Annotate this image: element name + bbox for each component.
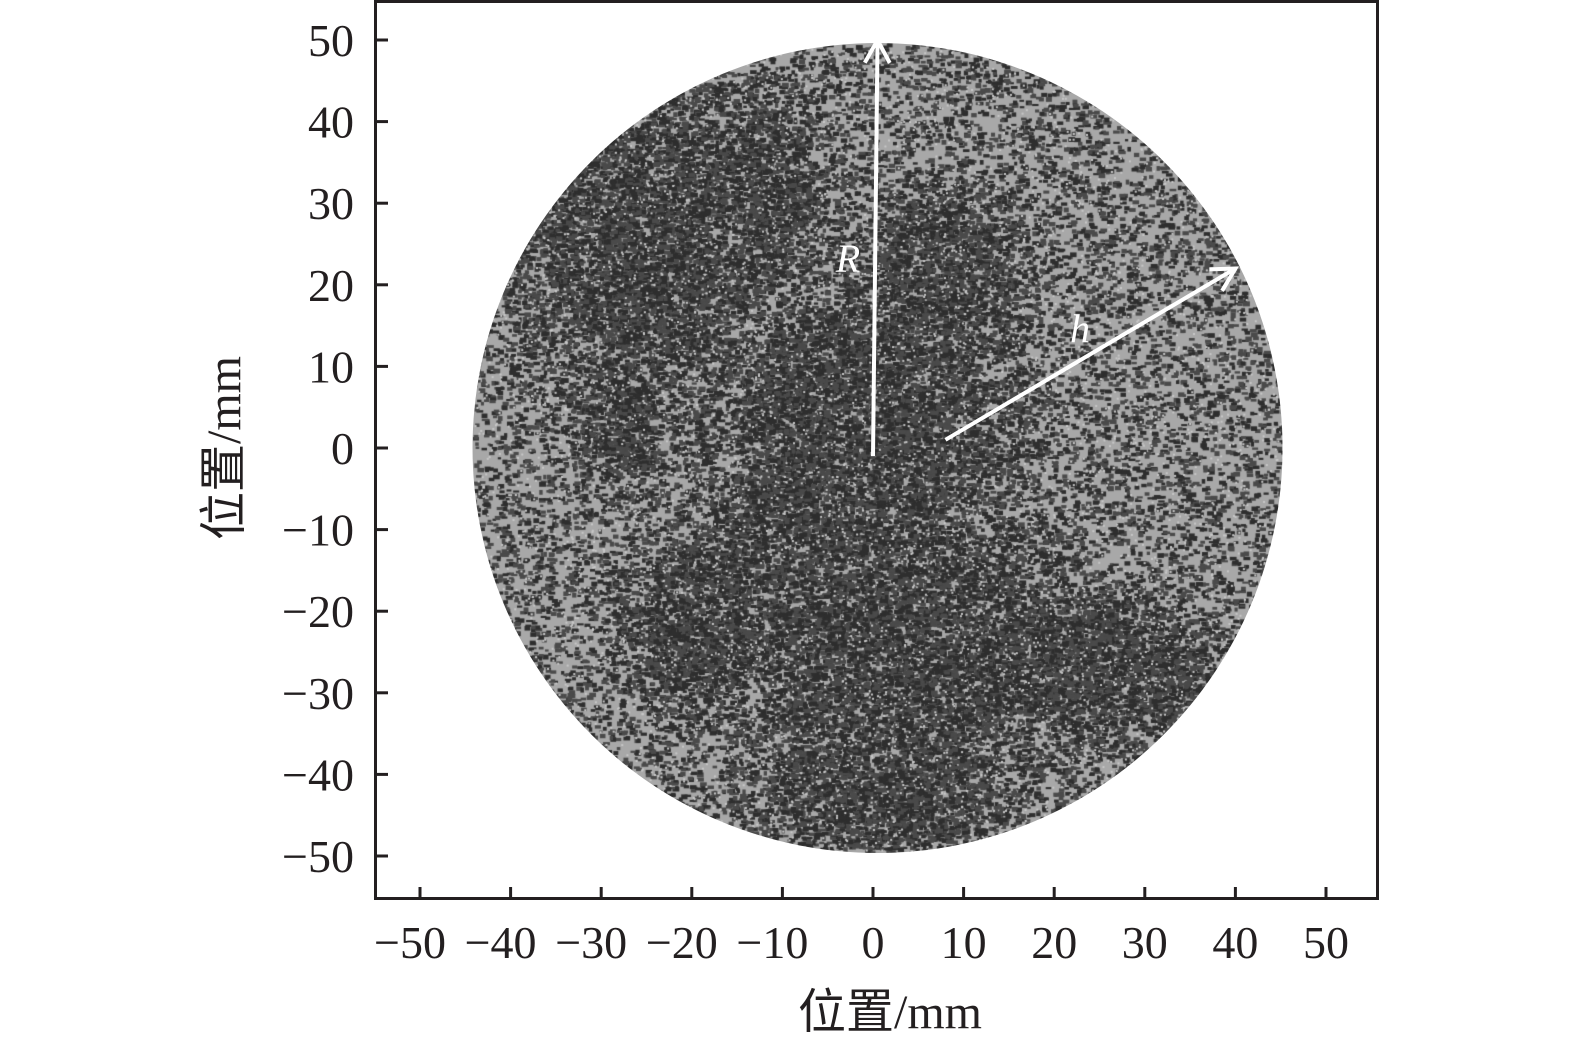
x-tick-label: −10 bbox=[736, 917, 808, 968]
y-axis-label: 位置/mm bbox=[198, 356, 251, 540]
x-tick-label: 0 bbox=[862, 917, 885, 968]
arrowhead-h bbox=[1209, 266, 1239, 292]
x-tick-label: 30 bbox=[1122, 917, 1168, 968]
x-tick-label: −30 bbox=[555, 917, 627, 968]
arrow-R bbox=[871, 39, 880, 457]
axis-ticks: −50 −40 −30 −20 −10 0 10 20 30 40 50 50 40 30 20 10 0 −10… bbox=[282, 15, 1349, 968]
x-tick-label: −50 bbox=[374, 917, 446, 968]
annotations: Rh bbox=[835, 35, 1239, 457]
arrowhead-R bbox=[863, 35, 892, 64]
x-tick-label: 20 bbox=[1031, 917, 1077, 968]
x-tick-label: −20 bbox=[646, 917, 718, 968]
x-tick-label: 50 bbox=[1303, 917, 1349, 968]
y-tick-label: 10 bbox=[308, 341, 354, 392]
y-tick-label: 20 bbox=[308, 260, 354, 311]
x-tick-label: 40 bbox=[1212, 917, 1258, 968]
x-axis-label: 位置/mm bbox=[798, 986, 982, 1039]
y-tick-label: −30 bbox=[282, 668, 354, 719]
y-tick-label: −40 bbox=[282, 749, 354, 800]
y-tick-label: −20 bbox=[282, 586, 354, 637]
plot-frame bbox=[374, 0, 1379, 900]
y-tick-label: 0 bbox=[331, 423, 354, 474]
y-tick-label: 30 bbox=[308, 178, 354, 229]
y-tick-label: 40 bbox=[308, 97, 354, 148]
y-tick-label: 50 bbox=[308, 15, 354, 66]
arrow-h bbox=[944, 266, 1237, 442]
y-tick-label: −50 bbox=[282, 831, 354, 882]
annotation-label-h: h bbox=[1070, 306, 1090, 351]
x-tick-label: 10 bbox=[941, 917, 987, 968]
x-tick-label: −40 bbox=[465, 917, 537, 968]
y-tick-label: −10 bbox=[282, 505, 354, 556]
annotation-label-R: R bbox=[835, 236, 860, 281]
